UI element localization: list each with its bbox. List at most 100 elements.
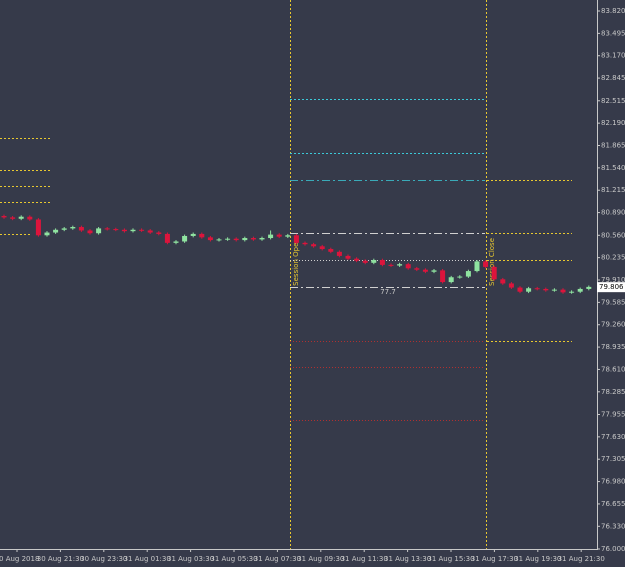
candle-body [164, 233, 170, 243]
candle-body [345, 255, 351, 259]
candle-body [182, 235, 188, 242]
overlays [0, 0, 572, 549]
y-tick-label: 80.560 [601, 231, 625, 239]
prev-levels [0, 0, 572, 549]
y-tick-label: 77.955 [601, 411, 625, 419]
y-tick-label: 77.305 [601, 455, 625, 463]
candle-body [508, 283, 514, 288]
candle-body [216, 239, 222, 241]
lower-levels [290, 341, 485, 421]
y-tick-label: 78.610 [601, 365, 625, 373]
x-tick-label: 31 Aug 19:30 [514, 555, 561, 563]
y-tick-label: 83.170 [601, 52, 625, 60]
y-tick-label: 83.495 [601, 29, 625, 37]
candle-body [354, 258, 360, 261]
y-tick-label: 79.260 [601, 321, 625, 329]
candle-body [250, 238, 256, 240]
candle-body [285, 235, 291, 237]
candle-body [1, 216, 7, 218]
candle-body [190, 233, 196, 236]
candle-body [328, 249, 334, 252]
candle-body [173, 241, 179, 243]
candle-body [225, 238, 231, 240]
candle-body [465, 271, 471, 277]
candle-body [371, 260, 377, 263]
x-tick-label: 31 Aug 05:30 [210, 555, 257, 563]
candle-body [448, 277, 454, 283]
y-tick-label: 81.865 [601, 142, 625, 150]
candle-body [586, 286, 592, 289]
x-tick-label: 31 Aug 13:30 [384, 555, 431, 563]
candle-body [35, 219, 41, 236]
last-price-box [597, 282, 625, 293]
candle-body [474, 261, 480, 272]
candle-body [130, 229, 136, 232]
x-tick-label: 31 Aug 21:30 [558, 555, 605, 563]
candle-body [53, 229, 59, 233]
x-tick-label: 31 Aug 11:30 [341, 555, 388, 563]
candle-body [242, 238, 248, 241]
range-label: 77.7 [380, 288, 396, 296]
candle-body [414, 268, 420, 270]
y-tick-label: 80.235 [601, 254, 625, 262]
candle-body [121, 229, 127, 232]
candle-body [543, 288, 549, 291]
candle-body [113, 229, 119, 231]
y-tick-label: 79.910 [601, 276, 625, 284]
y-tick-label: 83.820 [601, 7, 625, 15]
candle-body [440, 270, 446, 283]
y-tick-label: 78.285 [601, 388, 625, 396]
candle-body [268, 234, 274, 239]
last-price-label: 79.806 [599, 283, 624, 291]
candle-body [311, 244, 317, 247]
candle-body [156, 232, 162, 234]
candle-body [500, 279, 506, 284]
y-tick-label: 77.630 [601, 433, 625, 441]
y-tick-label: 81.540 [601, 164, 625, 172]
y-tick-label: 76.655 [601, 500, 625, 508]
candle-body [569, 291, 575, 293]
candle-body [388, 264, 394, 266]
candle-body [534, 288, 540, 290]
x-tick-label: 30 Aug 21:30 [37, 555, 84, 563]
candle-body [70, 227, 76, 229]
candle-body [457, 276, 463, 278]
candle-body [96, 228, 102, 234]
candle-body [10, 217, 16, 219]
candle-body [293, 235, 299, 243]
candle-body [139, 229, 145, 231]
candle-body [233, 238, 239, 241]
candle-body [259, 238, 265, 240]
candle-body [551, 289, 557, 291]
candle-body [27, 216, 33, 220]
y-tick-label: 76.980 [601, 478, 625, 486]
x-tick-label: 31 Aug 17:30 [471, 555, 518, 563]
candle-body [483, 261, 489, 267]
candle-body [87, 230, 93, 234]
y-tick-label: 80.890 [601, 209, 625, 217]
candle-body [302, 242, 308, 245]
session-open-label: Session Open [292, 238, 300, 286]
candle-body [422, 269, 428, 272]
y-tick-label: 82.515 [601, 97, 625, 105]
y-tick-label: 82.845 [601, 74, 625, 82]
x-tick-label: 31 Aug 07:30 [254, 555, 301, 563]
candle-body [431, 270, 437, 272]
candle-body [78, 227, 84, 231]
y-tick-label: 76.330 [601, 522, 625, 530]
candle-body [276, 234, 282, 237]
y-tick-label: 78.935 [601, 343, 625, 351]
candle-body [517, 287, 523, 292]
x-tick-label: 31 Aug 01:30 [124, 555, 171, 563]
x-tick-label: 31 Aug 15:30 [427, 555, 474, 563]
candle-body [44, 232, 50, 236]
candle-body [397, 264, 403, 266]
candle-body [405, 264, 411, 269]
y-tick-label: 79.585 [601, 298, 625, 306]
candle-body [491, 266, 497, 280]
candle-body [336, 251, 342, 256]
candle-body [207, 237, 213, 241]
